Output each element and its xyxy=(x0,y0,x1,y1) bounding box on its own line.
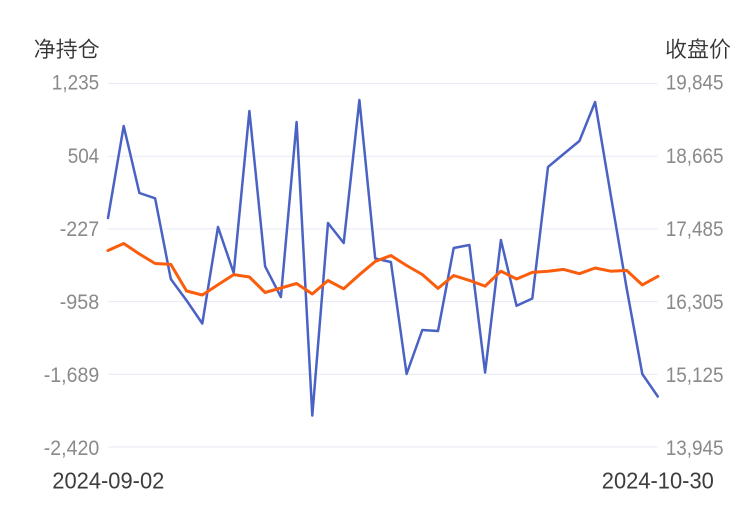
svg-text:19,845: 19,845 xyxy=(666,71,724,95)
svg-text:2024-09-02: 2024-09-02 xyxy=(52,468,164,494)
svg-text:17,485: 17,485 xyxy=(666,217,724,241)
svg-text:2024-10-30: 2024-10-30 xyxy=(602,468,714,494)
svg-text:-227: -227 xyxy=(60,217,100,241)
svg-text:-1,689: -1,689 xyxy=(44,363,99,387)
svg-text:15,125: 15,125 xyxy=(666,363,724,387)
svg-text:1,235: 1,235 xyxy=(52,71,99,95)
svg-text:504: 504 xyxy=(68,144,100,168)
svg-text:18,665: 18,665 xyxy=(666,144,724,168)
svg-text:-2,420: -2,420 xyxy=(44,436,99,460)
svg-text:16,305: 16,305 xyxy=(666,290,724,314)
svg-text:13,945: 13,945 xyxy=(666,436,724,460)
svg-text:-958: -958 xyxy=(60,290,100,314)
